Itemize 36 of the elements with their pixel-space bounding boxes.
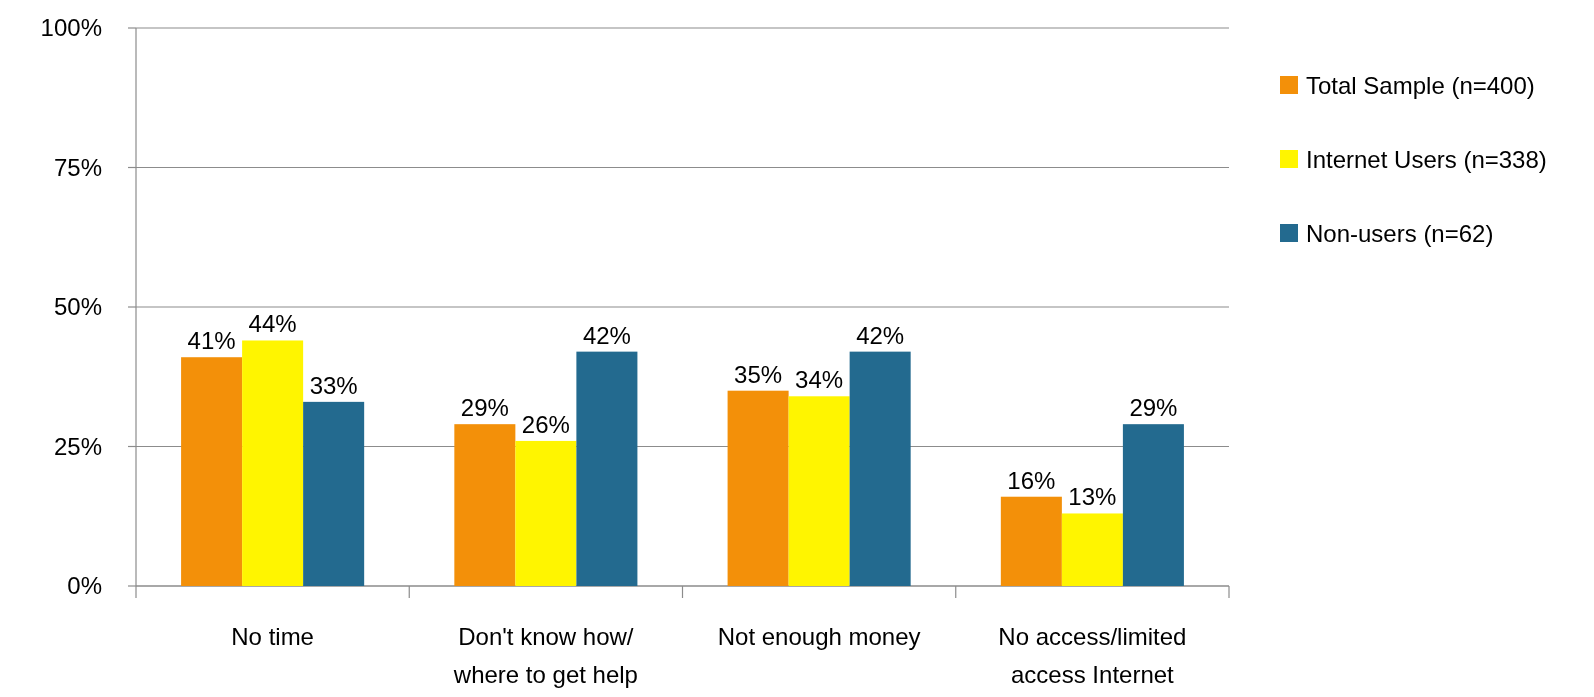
bar bbox=[788, 396, 850, 586]
data-label: 44% bbox=[248, 310, 297, 338]
legend-label: Non-users (n=62) bbox=[1306, 220, 1494, 247]
x-tick-label: No time bbox=[231, 623, 314, 650]
data-label: 29% bbox=[460, 394, 509, 422]
legend-label: Total Sample (n=400) bbox=[1306, 72, 1535, 99]
data-label: 26% bbox=[521, 410, 570, 438]
bar bbox=[303, 401, 365, 586]
data-label: 41% bbox=[187, 327, 236, 355]
data-label: 33% bbox=[309, 371, 358, 399]
y-tick-label: 25% bbox=[53, 432, 102, 460]
data-label: 35% bbox=[734, 360, 783, 388]
bar bbox=[576, 351, 638, 586]
data-label: 34% bbox=[795, 366, 844, 394]
y-tick-label: 50% bbox=[53, 293, 102, 320]
data-label: 16% bbox=[1007, 466, 1056, 494]
x-tick-label: Don't know how/ where to get help bbox=[452, 623, 638, 688]
data-label: 29% bbox=[1129, 394, 1178, 422]
y-tick-label: 75% bbox=[53, 153, 102, 181]
bar bbox=[242, 340, 304, 586]
x-tick-label: Not enough money bbox=[717, 623, 921, 650]
bar bbox=[849, 351, 911, 586]
legend-label: Internet Users (n=338) bbox=[1306, 146, 1547, 173]
bar bbox=[515, 440, 577, 586]
data-label: 42% bbox=[856, 321, 905, 349]
bar bbox=[454, 424, 516, 586]
bar bbox=[1061, 513, 1123, 586]
data-label: 42% bbox=[582, 321, 631, 349]
bar bbox=[727, 390, 789, 586]
x-tick-label: No access/limited access Internet bbox=[998, 623, 1187, 688]
bar bbox=[1000, 496, 1062, 586]
bar bbox=[181, 357, 243, 586]
y-tick-label: 0% bbox=[67, 572, 102, 599]
data-label: 13% bbox=[1068, 483, 1117, 511]
y-tick-label: 100% bbox=[40, 14, 102, 41]
bar bbox=[1122, 424, 1184, 586]
